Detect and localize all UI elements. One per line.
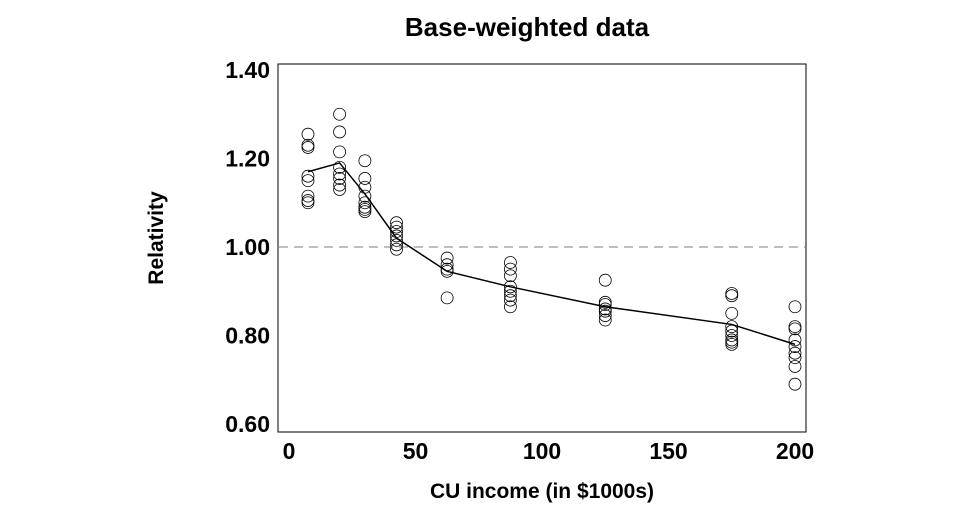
data-point (503, 256, 517, 269)
x-tick-label: 50 (403, 438, 429, 464)
data-point (788, 360, 802, 373)
y-tick-label: 0.60 (225, 411, 270, 437)
data-point (788, 340, 802, 353)
data-point (333, 107, 347, 121)
data-point (358, 172, 372, 185)
data-point (503, 280, 517, 294)
y-tick-label: 1.40 (225, 57, 270, 83)
data-point (301, 189, 315, 203)
y-tick-label: 1.20 (225, 146, 270, 172)
data-point (358, 202, 372, 216)
data-point (725, 329, 739, 342)
data-point (503, 293, 517, 307)
data-point (333, 183, 347, 196)
data-point (333, 172, 347, 185)
data-point (301, 169, 315, 183)
data-point (503, 289, 517, 303)
x-tick-label: 200 (776, 438, 814, 464)
x-tick-label: 0 (283, 438, 296, 464)
data-point (440, 251, 454, 265)
data-point (390, 220, 403, 234)
data-point (598, 273, 612, 287)
data-point (333, 178, 347, 192)
x-tick-label: 100 (523, 438, 561, 464)
data-point (725, 287, 739, 300)
data-point (503, 284, 517, 298)
data-point (301, 141, 315, 154)
data-point (598, 298, 612, 311)
data-point (301, 174, 315, 188)
data-point (333, 167, 347, 181)
data-point (358, 154, 372, 168)
data-point (788, 351, 802, 365)
data-point (725, 335, 739, 349)
data-point (725, 289, 739, 303)
data-point (503, 300, 517, 314)
data-point (333, 125, 347, 139)
data-point (788, 322, 802, 336)
data-point (598, 309, 612, 322)
data-point (358, 205, 372, 219)
data-point (503, 269, 517, 283)
y-axis-label: Relativity (145, 191, 168, 285)
x-tick-label: 150 (649, 438, 687, 464)
data-point (788, 300, 802, 314)
data-point (503, 262, 517, 276)
data-point (598, 313, 612, 327)
data-point (390, 216, 403, 230)
data-point (788, 346, 802, 360)
data-point (333, 145, 347, 159)
data-point (788, 320, 802, 334)
data-point (440, 291, 454, 305)
y-tick-label: 0.80 (225, 323, 270, 349)
data-point (301, 127, 315, 141)
data-point (333, 160, 347, 174)
data-point (390, 229, 403, 243)
fit-line (307, 162, 796, 346)
data-point (390, 242, 403, 256)
plot-frame (277, 63, 807, 433)
data-point (390, 233, 403, 247)
data-point (788, 333, 802, 347)
data-point (440, 264, 454, 278)
data-point (301, 138, 315, 152)
y-tick-label: 1.00 (225, 234, 270, 260)
data-point (358, 189, 372, 203)
x-axis-label: CU income (in $1000s) (430, 480, 654, 503)
data-point (725, 337, 739, 351)
chart-title: Base-weighted data (405, 12, 650, 42)
data-point (598, 304, 612, 318)
data-point (301, 196, 315, 210)
data-point (788, 377, 802, 391)
data-point (725, 306, 739, 320)
